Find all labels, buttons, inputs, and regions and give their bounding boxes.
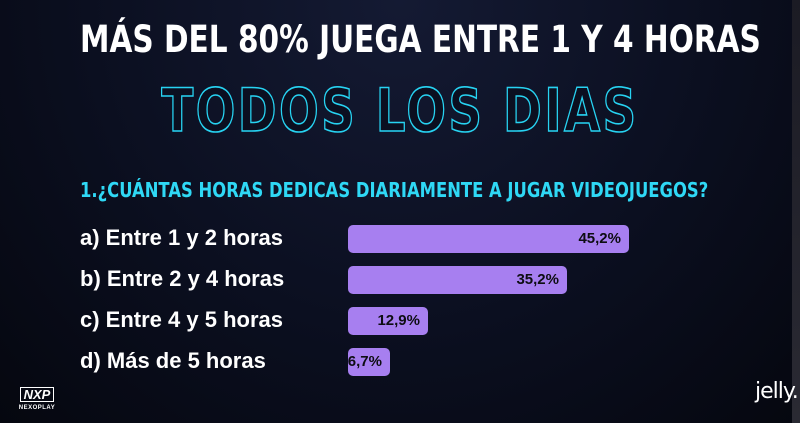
nexoplay-logo-mark: NXP (19, 387, 55, 402)
category-label: d) Más de 5 horas (80, 348, 266, 373)
page-title: MÁS DEL 80% JUEGA ENTRE 1 Y 4 HORAS (80, 18, 761, 61)
bar: 6,7% (348, 348, 390, 376)
edge-strip (792, 0, 800, 423)
bar-row: b) Entre 2 y 4 horas 35,2% (0, 263, 800, 295)
bar: 45,2% (348, 225, 629, 253)
page-subtitle: TODOS LOS DIAS (161, 75, 639, 147)
bar-row: d) Más de 5 horas 6,7% (0, 345, 800, 377)
category-label: a) Entre 1 y 2 horas (80, 225, 283, 250)
nexoplay-logo-text: NEXOPLAY (18, 405, 56, 411)
bar-row: a) Entre 1 y 2 horas 45,2% (0, 222, 800, 254)
bar-value-label: 12,9% (377, 312, 420, 329)
jelly-logo: jelly. (755, 379, 799, 404)
nexoplay-logo: NXP NEXOPLAY (17, 386, 57, 411)
bar: 12,9% (348, 307, 428, 335)
chart-title: 1.¿CUÁNTAS HORAS DEDICAS DIARIAMENTE A J… (80, 178, 709, 202)
category-label: b) Entre 2 y 4 horas (80, 266, 285, 291)
bar-value-label: 45,2% (578, 230, 621, 247)
category-label: c) Entre 4 y 5 horas (80, 307, 283, 332)
bar-value-label: 6,7% (347, 353, 382, 370)
bar-value-label: 35,2% (516, 271, 559, 288)
bar-row: c) Entre 4 y 5 horas 12,9% (0, 304, 800, 336)
bar: 35,2% (348, 266, 567, 294)
